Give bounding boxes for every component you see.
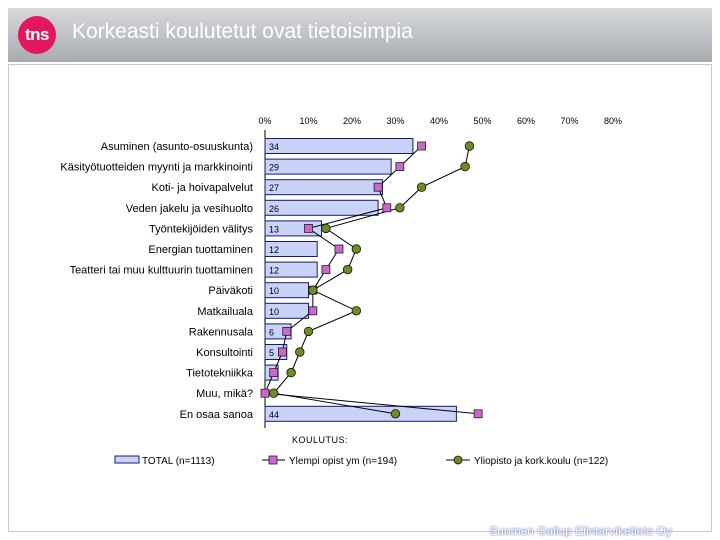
square-marker	[382, 203, 392, 213]
legend-square-marker	[268, 455, 278, 465]
x-tick-label: 20%	[343, 116, 361, 126]
category-label: Energian tuottaminen	[148, 244, 253, 256]
bar	[264, 199, 379, 216]
bar	[264, 158, 392, 175]
category-label: En osaa sanoa	[180, 409, 254, 421]
page-title: Korkeasti koulutetut ovat tietoisimpia	[72, 20, 413, 43]
category-label: Koti- ja hoivapalvelut	[151, 182, 253, 194]
circle-marker	[464, 141, 475, 151]
circle-marker	[390, 409, 401, 419]
circle-marker	[416, 182, 427, 192]
circle-marker	[295, 347, 305, 357]
square-marker	[473, 409, 483, 419]
square-marker	[304, 223, 313, 233]
x-tick-label: 40%	[430, 116, 448, 126]
bar-value-label: 5	[269, 348, 274, 358]
category-label: Työntekijöiden välitys	[149, 223, 253, 235]
square-marker	[308, 306, 318, 316]
square-marker	[373, 182, 383, 192]
bar-value-label: 29	[269, 163, 279, 173]
footer-credit: Suomen Gallup Elintarviketieto Oy	[489, 524, 672, 538]
circle-marker	[308, 285, 318, 295]
category-label: Matkailuala	[197, 306, 254, 318]
square-marker	[269, 368, 279, 378]
square-marker	[334, 244, 344, 254]
square-marker	[417, 141, 427, 151]
legend-title: KOULUTUS:	[292, 435, 348, 445]
x-tick-label: 30%	[386, 116, 404, 126]
bar-value-label: 44	[269, 410, 279, 420]
square-marker	[277, 347, 287, 357]
circle-marker	[303, 326, 314, 337]
bar	[264, 405, 457, 422]
category-label: Veden jakelu ja vesihuolto	[126, 203, 253, 215]
square-marker	[321, 265, 331, 275]
category-label: Päiväkoti	[208, 285, 253, 297]
bar-value-label: 10	[269, 307, 279, 317]
bar-value-label: 10	[269, 286, 279, 296]
bar-value-label: 13	[269, 224, 279, 234]
bar	[264, 241, 318, 257]
x-tick-label: 10%	[299, 116, 317, 126]
circle-marker	[321, 223, 331, 234]
square-marker	[260, 388, 270, 398]
category-label: Teatteri tai muu kulttuurin tuottaminen	[70, 265, 253, 277]
bar-value-label: 26	[269, 204, 279, 214]
square-marker	[282, 326, 292, 336]
x-tick-label: 80%	[604, 116, 622, 126]
chart-frame	[8, 64, 712, 532]
circle-marker	[269, 388, 279, 398]
circle-marker	[351, 306, 362, 316]
circle-marker	[351, 244, 362, 254]
category-label: Rakennusala	[189, 326, 254, 338]
category-label: Tietotekniikka	[186, 368, 254, 380]
circle-marker	[460, 161, 470, 172]
x-tick-label: 60%	[517, 116, 535, 126]
bar	[264, 261, 318, 278]
x-tick-label: 0%	[258, 116, 271, 126]
x-tick-label: 50%	[473, 116, 491, 126]
bar-value-label: 34	[269, 142, 279, 152]
bar-value-label: 27	[269, 183, 279, 193]
category-label: Käsityötuotteiden myynti ja markkinointi	[60, 162, 253, 174]
square-marker	[395, 162, 405, 172]
bar	[264, 138, 414, 154]
bar-value-label: 6	[269, 327, 274, 337]
category-label: Konsultointi	[196, 347, 253, 359]
x-tick-label: 70%	[560, 116, 578, 126]
category-label: Muu, mikä?	[196, 388, 253, 400]
category-label: Asuminen (asunto-osuuskunta)	[101, 141, 253, 153]
tns-logo: tns	[18, 16, 56, 54]
legend-label: TOTAL (n=1113)	[142, 456, 215, 467]
circle-marker	[395, 203, 405, 213]
circle-marker	[342, 264, 353, 275]
legend-bar-swatch	[114, 455, 140, 464]
legend-label: Yliopisto ja kork.koulu (n=122)	[474, 456, 608, 467]
header-bar: tns Korkeasti koulutetut ovat tietoisimp…	[8, 8, 712, 62]
bar	[264, 179, 383, 196]
bar-value-label: 12	[269, 266, 279, 276]
circle-marker	[286, 367, 296, 378]
legend-label: Ylempi opist ym (n=194)	[289, 456, 397, 467]
legend-circle-marker	[453, 455, 463, 465]
bar-value-label: 12	[269, 245, 279, 255]
